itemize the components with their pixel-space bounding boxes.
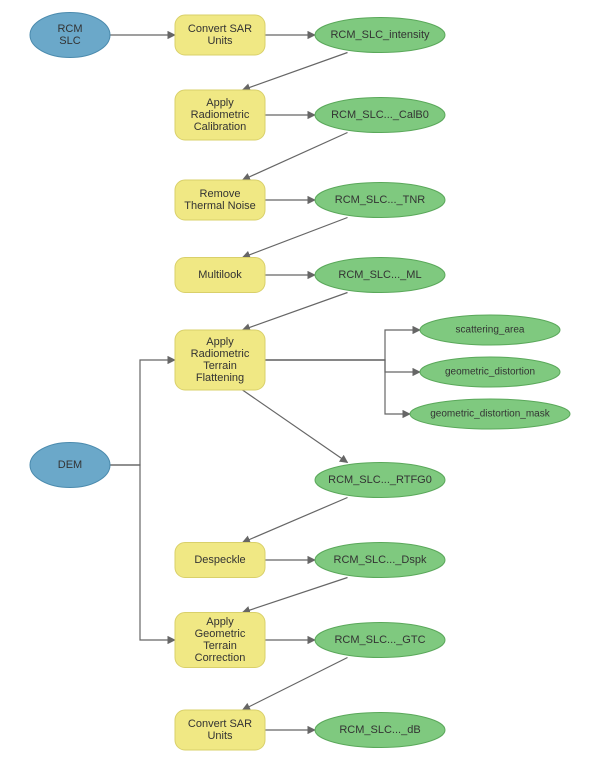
node-o3-label: RCM_SLC..._TNR	[335, 194, 426, 206]
node-p2-label: Calibration	[194, 121, 247, 133]
node-o4-label: RCM_SLC..._ML	[338, 269, 421, 281]
node-rcm_slc-label: SLC	[59, 35, 80, 47]
node-o3: RCM_SLC..._TNR	[315, 183, 445, 218]
node-o2: RCM_SLC..._CalB0	[315, 98, 445, 133]
edge-o4-p5	[243, 293, 348, 331]
node-p2-label: Apply	[206, 97, 234, 109]
node-p7-label: Apply	[206, 616, 234, 628]
node-rcm_slc: RCMSLC	[30, 13, 110, 58]
node-o1-label: RCM_SLC_intensity	[330, 29, 430, 41]
node-o4: RCM_SLC..._ML	[315, 258, 445, 293]
node-p6: Despeckle	[175, 543, 265, 578]
edge-dem-p5	[110, 360, 175, 465]
flowchart-canvas: RCMSLCDEMConvert SARUnitsApplyRadiometri…	[0, 0, 590, 773]
node-o7: RCM_SLC..._GTC	[315, 623, 445, 658]
node-o8-label: RCM_SLC..._dB	[339, 724, 420, 736]
node-o5b: geometric_distortion	[420, 357, 560, 387]
node-p7-label: Terrain	[203, 640, 237, 652]
node-p5-label: Terrain	[203, 360, 237, 372]
node-p7-label: Correction	[195, 652, 246, 664]
node-o6-label: RCM_SLC..._Dspk	[334, 554, 427, 566]
node-p3: RemoveThermal Noise	[175, 180, 265, 220]
node-p5-label: Radiometric	[191, 348, 250, 360]
node-o5a: scattering_area	[420, 315, 560, 345]
node-p1: Convert SARUnits	[175, 15, 265, 55]
node-o7-label: RCM_SLC..._GTC	[334, 634, 425, 646]
node-p3-label: Remove	[200, 188, 241, 200]
nodes-group: RCMSLCDEMConvert SARUnitsApplyRadiometri…	[30, 13, 570, 751]
edge-o6-p7	[243, 578, 348, 613]
node-p1-label: Convert SAR	[188, 23, 252, 35]
node-dem: DEM	[30, 443, 110, 488]
node-dem-label: DEM	[58, 459, 82, 471]
node-o5-label: RCM_SLC..._RTFG0	[328, 474, 432, 486]
node-p2-label: Radiometric	[191, 109, 250, 121]
node-p5-label: Apply	[206, 336, 234, 348]
node-o5c-label: geometric_distortion_mask	[430, 409, 550, 420]
node-o6: RCM_SLC..._Dspk	[315, 543, 445, 578]
edge-o3-p4	[243, 218, 348, 258]
edge-p5-o5a	[265, 330, 420, 360]
edge-o5-p6	[243, 498, 348, 543]
node-p7-label: Geometric	[195, 628, 246, 640]
node-p5-label: Flattening	[196, 372, 244, 384]
node-o5a-label: scattering_area	[456, 325, 525, 336]
node-o5: RCM_SLC..._RTFG0	[315, 463, 445, 498]
node-o5c: geometric_distortion_mask	[410, 399, 570, 429]
node-p2: ApplyRadiometricCalibration	[175, 90, 265, 140]
edge-o1-p2	[243, 53, 348, 91]
node-o2-label: RCM_SLC..._CalB0	[331, 109, 429, 121]
node-rcm_slc-label: RCM	[57, 23, 82, 35]
edge-dem-p7	[110, 465, 175, 640]
edge-p5-o5	[243, 390, 348, 463]
node-p7: ApplyGeometricTerrainCorrection	[175, 613, 265, 668]
node-p8: Convert SARUnits	[175, 710, 265, 750]
node-p8-label: Convert SAR	[188, 718, 252, 730]
node-p4-label: Multilook	[198, 269, 242, 281]
edge-p5-o5b	[265, 360, 420, 372]
edge-p5-o5c	[265, 360, 410, 414]
node-o8: RCM_SLC..._dB	[315, 713, 445, 748]
node-p1-label: Units	[207, 35, 233, 47]
node-p4: Multilook	[175, 258, 265, 293]
node-p5: ApplyRadiometricTerrainFlattening	[175, 330, 265, 390]
node-p6-label: Despeckle	[194, 554, 245, 566]
node-o5b-label: geometric_distortion	[445, 367, 535, 378]
node-o1: RCM_SLC_intensity	[315, 18, 445, 53]
node-p8-label: Units	[207, 730, 233, 742]
node-p3-label: Thermal Noise	[184, 200, 256, 212]
